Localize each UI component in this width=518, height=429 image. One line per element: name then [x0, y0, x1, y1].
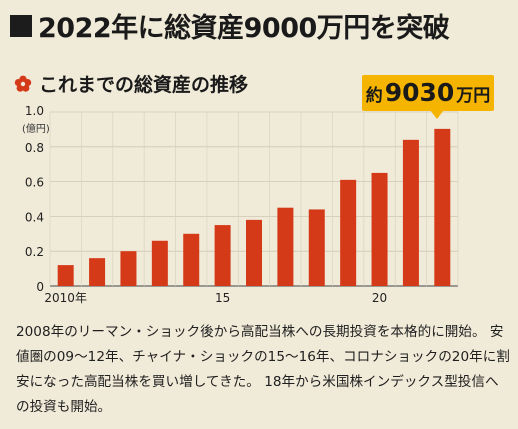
total-assets-callout: 約 9030 万円: [362, 75, 494, 111]
headline: 2022年に総資産9000万円を突破: [10, 6, 450, 45]
y-tick-label: 0.8: [25, 141, 44, 155]
x-tick-label: 15: [215, 291, 230, 305]
bar-2021: [402, 139, 419, 286]
x-tick-label: 20: [372, 291, 387, 305]
bar-2022: [434, 128, 451, 286]
y-tick-label: 0: [36, 280, 44, 294]
callout-prefix: 約: [365, 86, 383, 106]
bar-2018: [308, 209, 325, 286]
bar-2013: [151, 240, 168, 286]
bar-2015: [214, 225, 231, 286]
bar-2020: [371, 172, 388, 286]
caption-text: 2008年のリーマン・ショック後から高配当株への長期投資を本格的に開始。 安値圏…: [16, 324, 510, 415]
x-tick-label: 2010年: [44, 291, 87, 305]
square-bullet-icon: [10, 14, 32, 37]
bar-2016: [246, 219, 262, 286]
y-tick-label: 0.2: [25, 245, 44, 259]
bar-2010: [57, 265, 74, 286]
headline-text: 2022年に総資産9000万円を突破: [38, 13, 450, 44]
bar-2019: [340, 179, 357, 286]
asset-bar-chart: 0 0.2 0.4 0.6 0.8 1.0 2010年 15 20 (億円): [22, 104, 459, 305]
subheading: これまでの総資産の推移: [14, 70, 248, 97]
callout-value: 9030: [384, 78, 455, 107]
y-tick-label: 0.6: [25, 176, 44, 190]
bar-2011: [89, 258, 106, 286]
bar-2017: [277, 207, 294, 286]
x-tick-labels: 2010年 15 20: [44, 291, 387, 305]
bar-2014: [183, 233, 200, 286]
y-tick-label: 0.4: [25, 210, 44, 224]
y-axis-label: (億円): [22, 122, 50, 135]
flower-icon: [14, 75, 32, 92]
bar-2012: [120, 251, 137, 286]
y-tick-label: 1.0: [25, 104, 44, 118]
y-tick-labels: 0 0.2 0.4 0.6 0.8 1.0: [25, 104, 44, 294]
callout-suffix: 万円: [456, 86, 491, 106]
chart-grid: [49, 111, 459, 287]
callout-pointer: [430, 110, 444, 119]
chart-bars: [57, 128, 451, 286]
subheading-text: これまでの総資産の推移: [39, 74, 249, 96]
